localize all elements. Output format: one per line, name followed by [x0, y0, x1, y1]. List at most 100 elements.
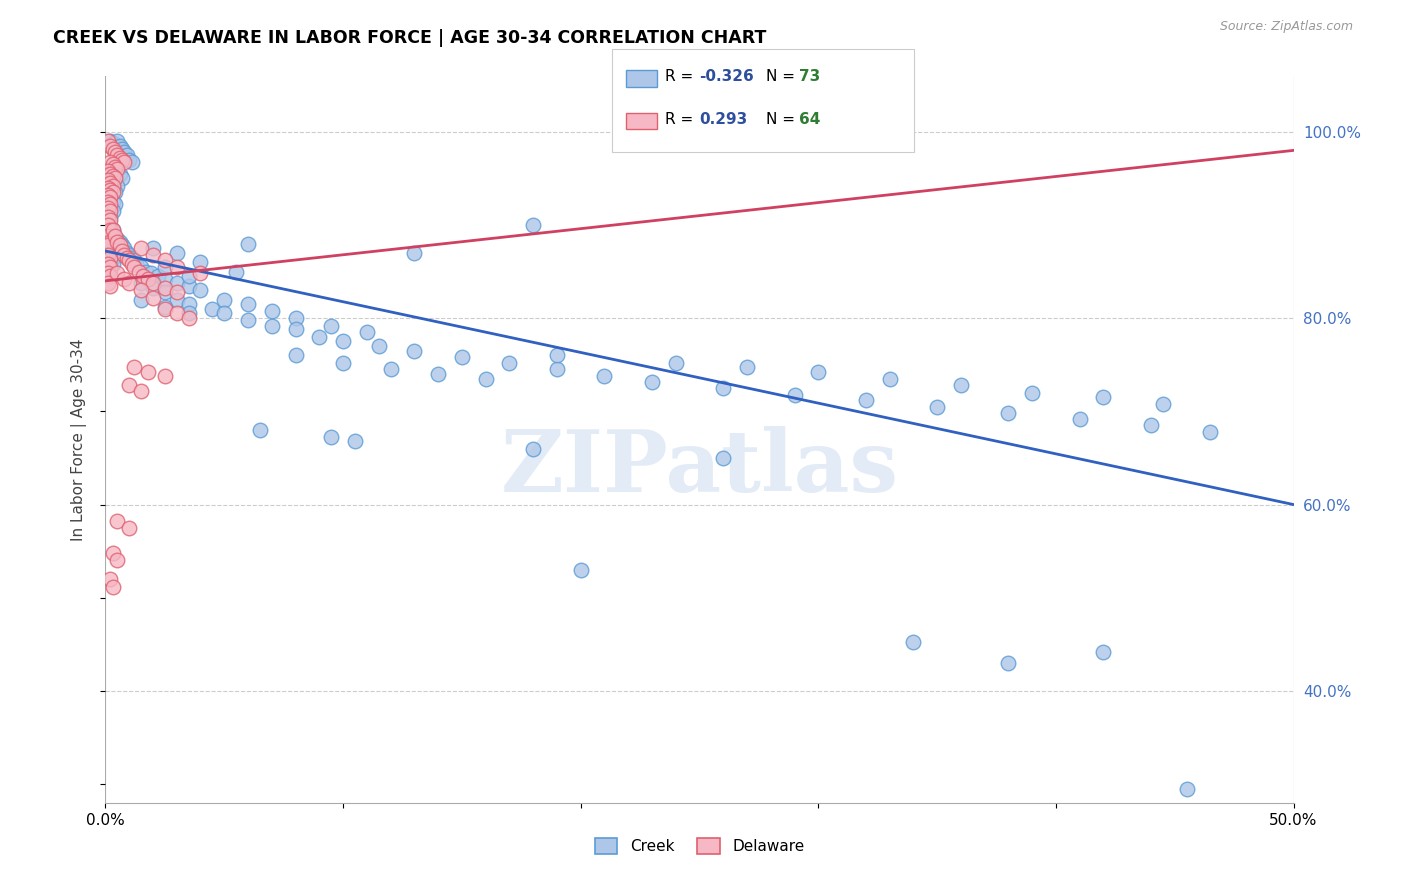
Point: [166, 276, 188, 290]
Point: [879, 372, 901, 386]
Point: [97, 229, 120, 244]
Point: [104, 145, 127, 160]
Point: [166, 306, 188, 320]
Point: [108, 167, 131, 181]
Point: [903, 635, 925, 649]
Point: [98, 182, 121, 196]
Point: [105, 148, 128, 162]
Point: [284, 311, 307, 326]
Point: [321, 430, 343, 444]
Point: [101, 176, 124, 190]
Point: [98, 211, 121, 225]
Legend: Creek, Delaware: Creek, Delaware: [588, 832, 811, 861]
Point: [783, 387, 806, 401]
Point: [139, 267, 162, 281]
Point: [284, 322, 307, 336]
Point: [129, 293, 152, 307]
Point: [104, 197, 127, 211]
Point: [97, 236, 120, 251]
Point: [118, 248, 141, 262]
Point: [118, 153, 141, 167]
Point: [949, 378, 972, 392]
Point: [97, 134, 120, 148]
Point: [166, 246, 188, 260]
Point: [997, 656, 1019, 670]
Point: [98, 269, 121, 284]
Point: [114, 272, 136, 286]
Point: [260, 318, 283, 333]
Point: [118, 253, 141, 268]
Point: [101, 194, 124, 209]
Point: [97, 248, 120, 262]
Point: [101, 229, 124, 244]
Point: [129, 260, 152, 274]
Point: [105, 553, 128, 567]
Point: [225, 264, 247, 278]
Point: [101, 546, 124, 560]
Point: [97, 253, 120, 268]
Point: [925, 400, 948, 414]
Point: [98, 154, 121, 169]
Point: [97, 267, 120, 281]
Point: [97, 164, 120, 178]
Point: [104, 169, 127, 184]
Text: R =: R =: [665, 70, 699, 84]
Point: [98, 278, 121, 293]
Point: [97, 257, 120, 271]
Point: [284, 348, 307, 362]
Point: [142, 291, 165, 305]
Point: [546, 362, 568, 376]
Point: [114, 145, 136, 160]
Point: [105, 161, 128, 176]
Point: [308, 330, 330, 344]
Point: [997, 406, 1019, 420]
Point: [136, 365, 159, 379]
Point: [111, 171, 134, 186]
Point: [236, 236, 259, 251]
Point: [114, 154, 136, 169]
Point: [569, 563, 592, 577]
Point: [214, 293, 236, 307]
Point: [153, 260, 176, 274]
Point: [115, 246, 138, 260]
Point: [97, 188, 120, 202]
Text: N =: N =: [766, 70, 800, 84]
Point: [142, 241, 165, 255]
Point: [404, 343, 426, 358]
Point: [404, 246, 426, 260]
Point: [111, 142, 134, 156]
Point: [101, 251, 124, 265]
Point: [101, 204, 124, 219]
Point: [97, 260, 120, 274]
Point: [101, 186, 124, 200]
Point: [118, 378, 141, 392]
Point: [118, 276, 141, 290]
Point: [142, 248, 165, 262]
Point: [1092, 390, 1115, 404]
Point: [98, 190, 121, 204]
Point: [153, 285, 176, 299]
Point: [97, 190, 120, 204]
Point: [101, 580, 124, 594]
Point: [177, 311, 200, 326]
Point: [104, 160, 127, 174]
Point: [98, 176, 121, 190]
Point: [98, 167, 121, 181]
Point: [665, 356, 688, 370]
Point: [104, 244, 127, 258]
Point: [104, 186, 127, 200]
Point: [98, 138, 121, 153]
Point: [177, 278, 200, 293]
Point: [166, 260, 188, 274]
Point: [153, 300, 176, 314]
Point: [1021, 385, 1043, 400]
Point: [129, 283, 152, 297]
Point: [98, 255, 121, 269]
Point: [343, 434, 366, 449]
Point: [98, 227, 121, 242]
Point: [125, 257, 148, 271]
Point: [1069, 412, 1091, 426]
Point: [146, 269, 169, 284]
Point: [105, 164, 128, 178]
Point: [105, 178, 128, 193]
